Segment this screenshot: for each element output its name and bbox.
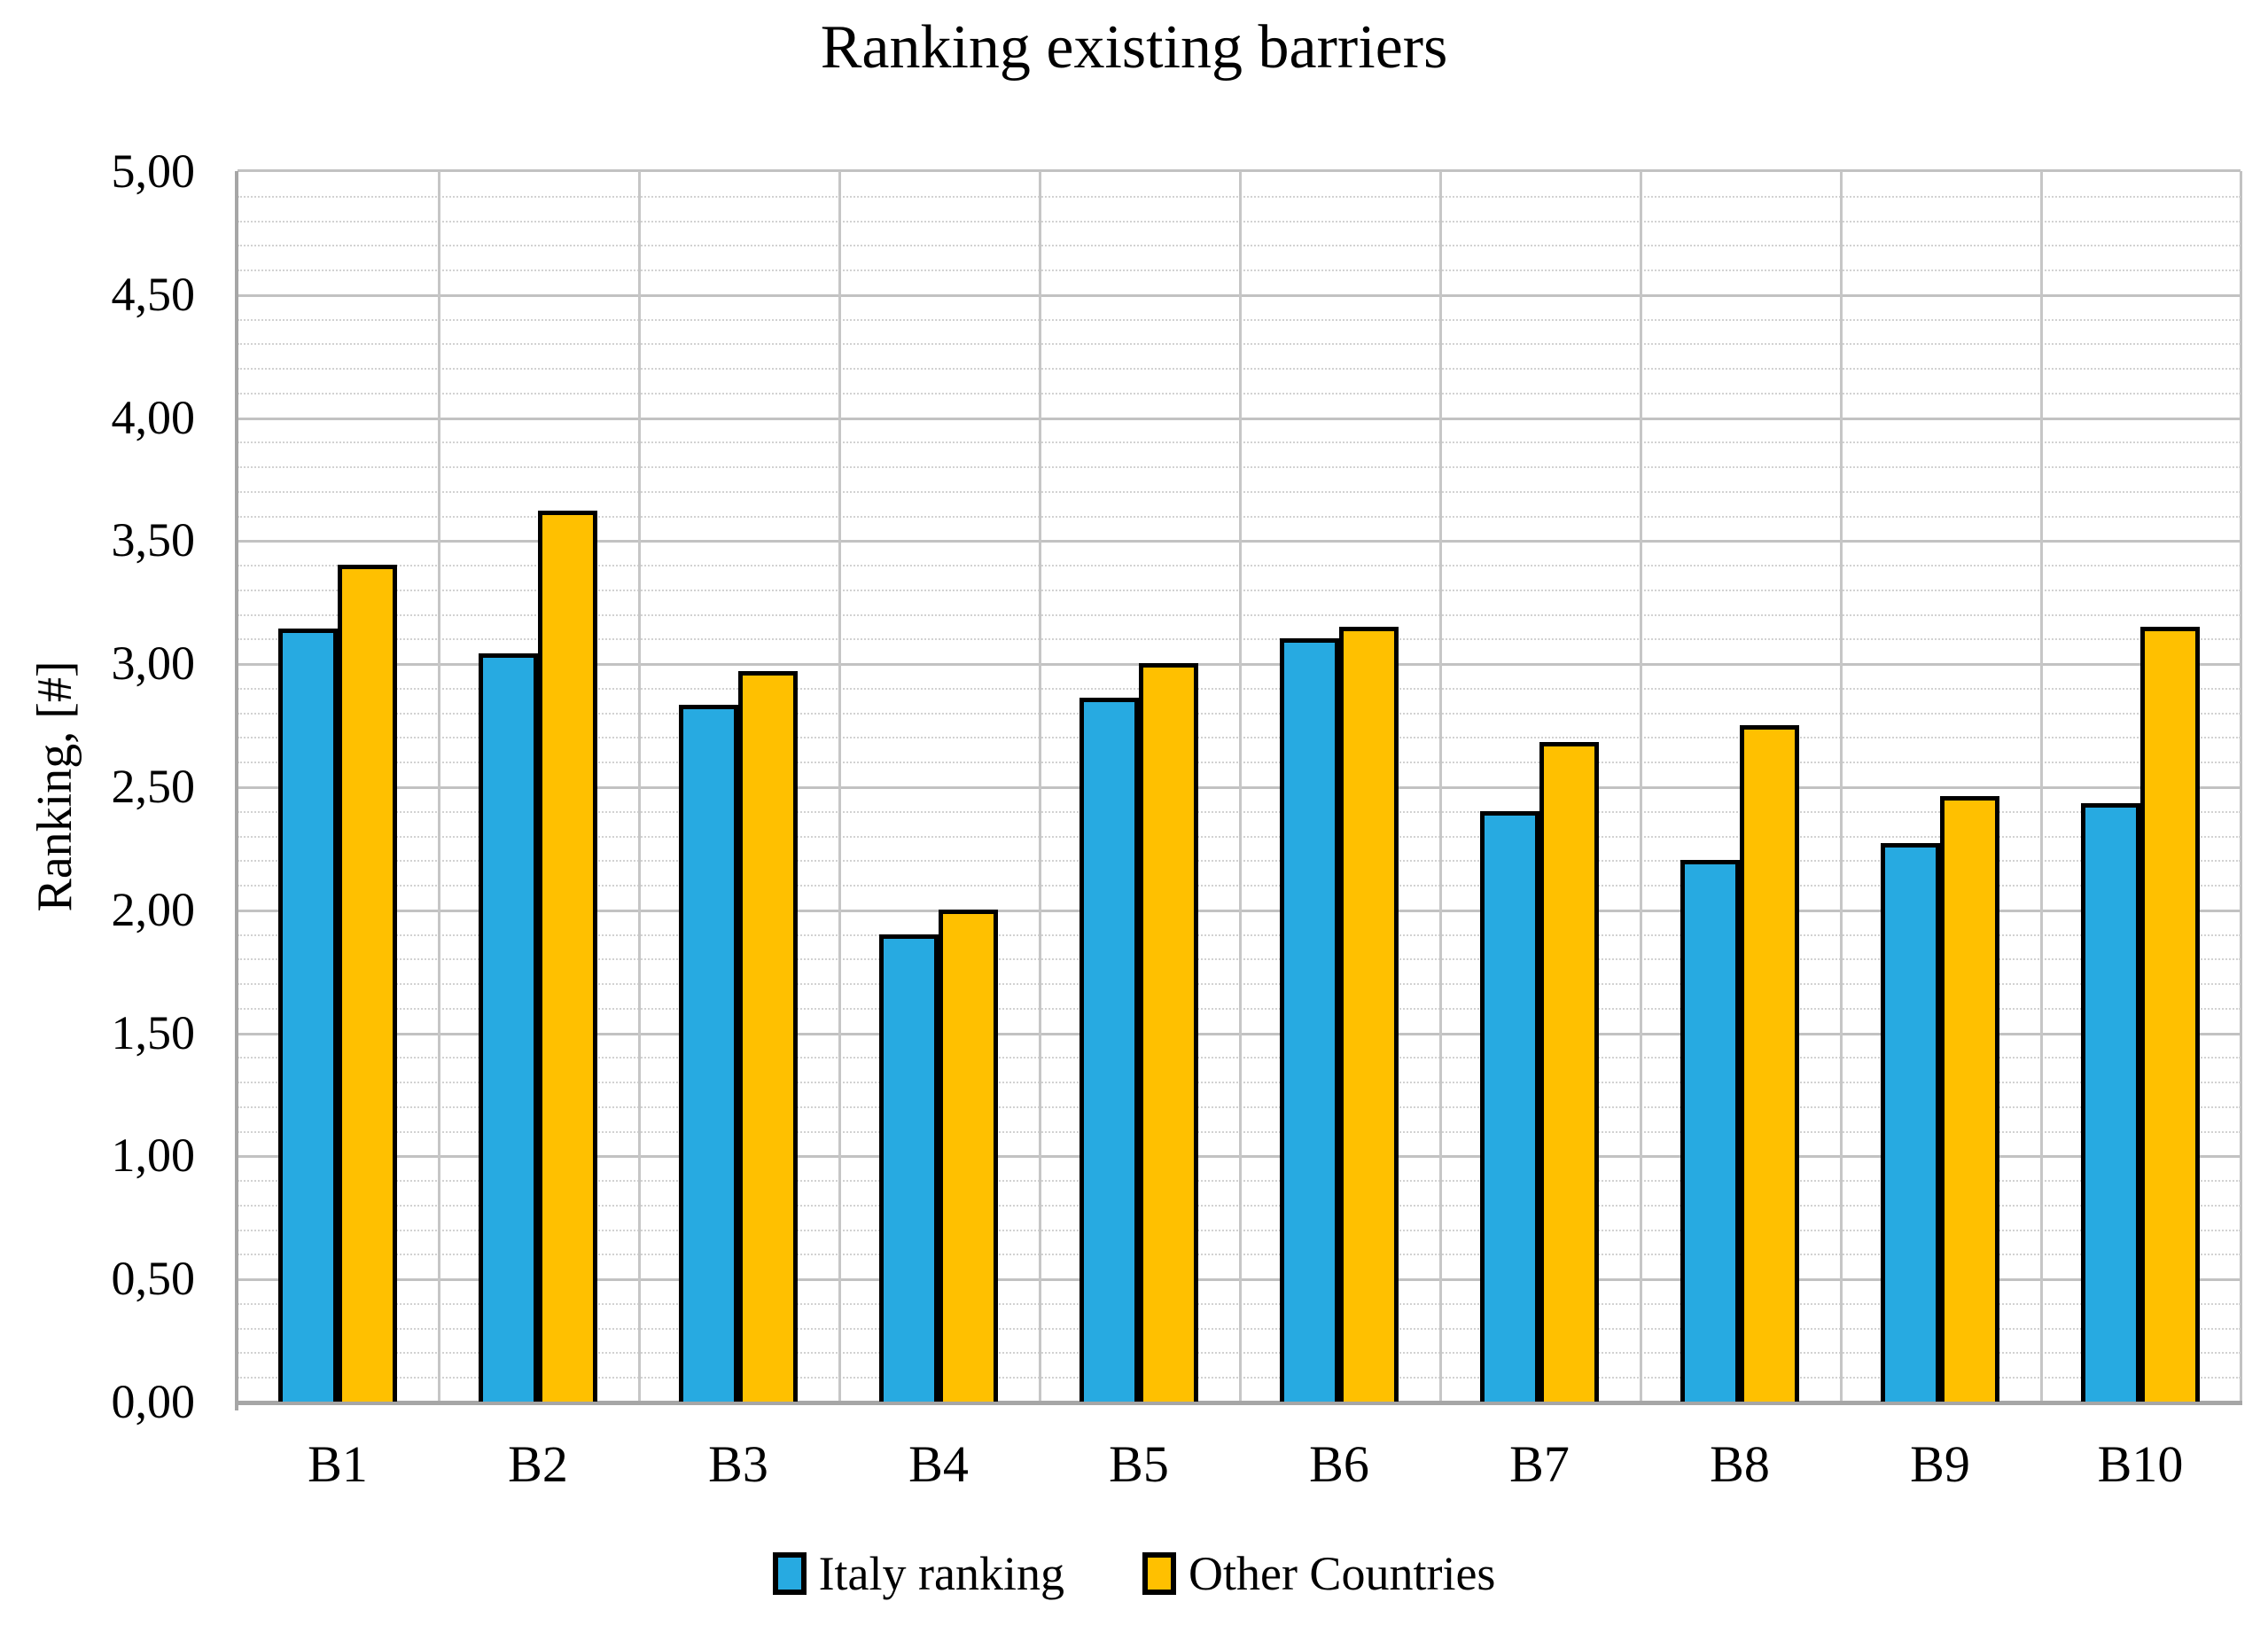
y-tick-label: 1,50 — [111, 1005, 196, 1059]
gridline-vertical — [1239, 171, 1242, 1402]
gridline-vertical — [638, 171, 641, 1402]
bar-b4-italy-ranking — [879, 934, 939, 1402]
category-group-b2 — [438, 171, 638, 1402]
legend-item-other-countries: Other Countries — [1142, 1546, 1495, 1601]
bar-b8-italy-ranking — [1680, 860, 1740, 1402]
bar-b1-other-countries — [338, 565, 397, 1402]
y-tick-label: 2,50 — [111, 760, 196, 813]
y-tick-label: 1,00 — [111, 1129, 196, 1183]
x-category-label-b8: B8 — [1710, 1435, 1770, 1493]
category-group-b7 — [1439, 171, 1640, 1402]
bar-b5-italy-ranking — [1079, 698, 1139, 1402]
category-group-b5 — [1039, 171, 1239, 1402]
category-group-b1 — [238, 171, 438, 1402]
x-category-label-b5: B5 — [1109, 1435, 1169, 1493]
legend: Italy ranking Other Countries — [0, 1543, 2268, 1605]
bar-b10-other-countries — [2140, 626, 2200, 1402]
x-category-label-b7: B7 — [1509, 1435, 1570, 1493]
y-tick-label: 0,50 — [111, 1252, 196, 1306]
y-tick-label: 2,00 — [111, 882, 196, 936]
bar-b2-other-countries — [538, 511, 597, 1402]
bar-b10-italy-ranking — [2081, 803, 2140, 1402]
y-tick-label: 4,50 — [111, 267, 196, 321]
gridline-vertical — [838, 171, 841, 1402]
x-category-label-b3: B3 — [708, 1435, 768, 1493]
y-axis-labels: 0,00 0,50 1,00 1,50 2,00 2,50 3,00 3,50 4,00 4,50… — [0, 147, 196, 1426]
y-tick-label: 3,50 — [111, 513, 196, 567]
bar-b3-other-countries — [738, 670, 798, 1402]
gridline-vertical — [1439, 171, 1442, 1402]
legend-swatch-other-countries — [1142, 1552, 1176, 1595]
x-category-label-b4: B4 — [908, 1435, 969, 1493]
category-group-b3 — [638, 171, 838, 1402]
bar-b9-other-countries — [1940, 796, 1999, 1402]
x-axis-line — [235, 1401, 2242, 1405]
x-axis-labels: B1 B2 B3 B4 B5 B6 B7 B8 B9 B10 — [238, 1434, 2241, 1494]
gridline-vertical — [1039, 171, 1041, 1402]
y-tick-label: 0,00 — [111, 1375, 196, 1428]
category-group-b9 — [1840, 171, 2040, 1402]
gridline-vertical — [1640, 171, 1642, 1402]
category-group-b6 — [1239, 171, 1439, 1402]
bar-b7-other-countries — [1539, 742, 1599, 1402]
bar-b8-other-countries — [1740, 724, 1799, 1402]
bar-b9-italy-ranking — [1881, 842, 1940, 1402]
x-category-label-b2: B2 — [508, 1435, 568, 1493]
x-category-label-b9: B9 — [1910, 1435, 1970, 1493]
y-tick-label: 4,00 — [111, 390, 196, 444]
chart-title: Ranking existing barriers — [820, 13, 1448, 82]
bar-b6-italy-ranking — [1280, 638, 1339, 1402]
x-category-label-b1: B1 — [308, 1435, 368, 1493]
x-category-label-b6: B6 — [1309, 1435, 1369, 1493]
bars-layer — [238, 171, 2241, 1402]
x-category-label-b10: B10 — [2097, 1435, 2184, 1493]
gridline-vertical — [438, 171, 440, 1402]
y-axis-line — [235, 171, 238, 1410]
bar-b6-other-countries — [1339, 626, 1399, 1402]
category-group-b8 — [1640, 171, 1840, 1402]
category-group-b4 — [838, 171, 1039, 1402]
plot-frame-right — [2240, 171, 2242, 1402]
bar-b2-italy-ranking — [479, 653, 538, 1402]
gridline-vertical — [2040, 171, 2043, 1402]
legend-swatch-italy-ranking — [772, 1552, 807, 1595]
y-tick-label: 3,00 — [111, 637, 196, 691]
gridline-vertical — [1840, 171, 1843, 1402]
legend-label: Other Countries — [1188, 1547, 1496, 1600]
bar-b4-other-countries — [939, 909, 998, 1402]
legend-item-italy-ranking: Italy ranking — [772, 1546, 1064, 1601]
category-group-b10 — [2040, 171, 2241, 1402]
bar-b3-italy-ranking — [679, 705, 738, 1402]
bar-b7-italy-ranking — [1480, 810, 1539, 1402]
plot-frame-top — [238, 169, 2241, 172]
legend-label: Italy ranking — [818, 1547, 1064, 1600]
y-tick-label: 5,00 — [111, 145, 196, 198]
bar-b1-italy-ranking — [278, 629, 338, 1402]
plot-area — [235, 169, 2242, 1410]
bar-b5-other-countries — [1139, 663, 1198, 1402]
